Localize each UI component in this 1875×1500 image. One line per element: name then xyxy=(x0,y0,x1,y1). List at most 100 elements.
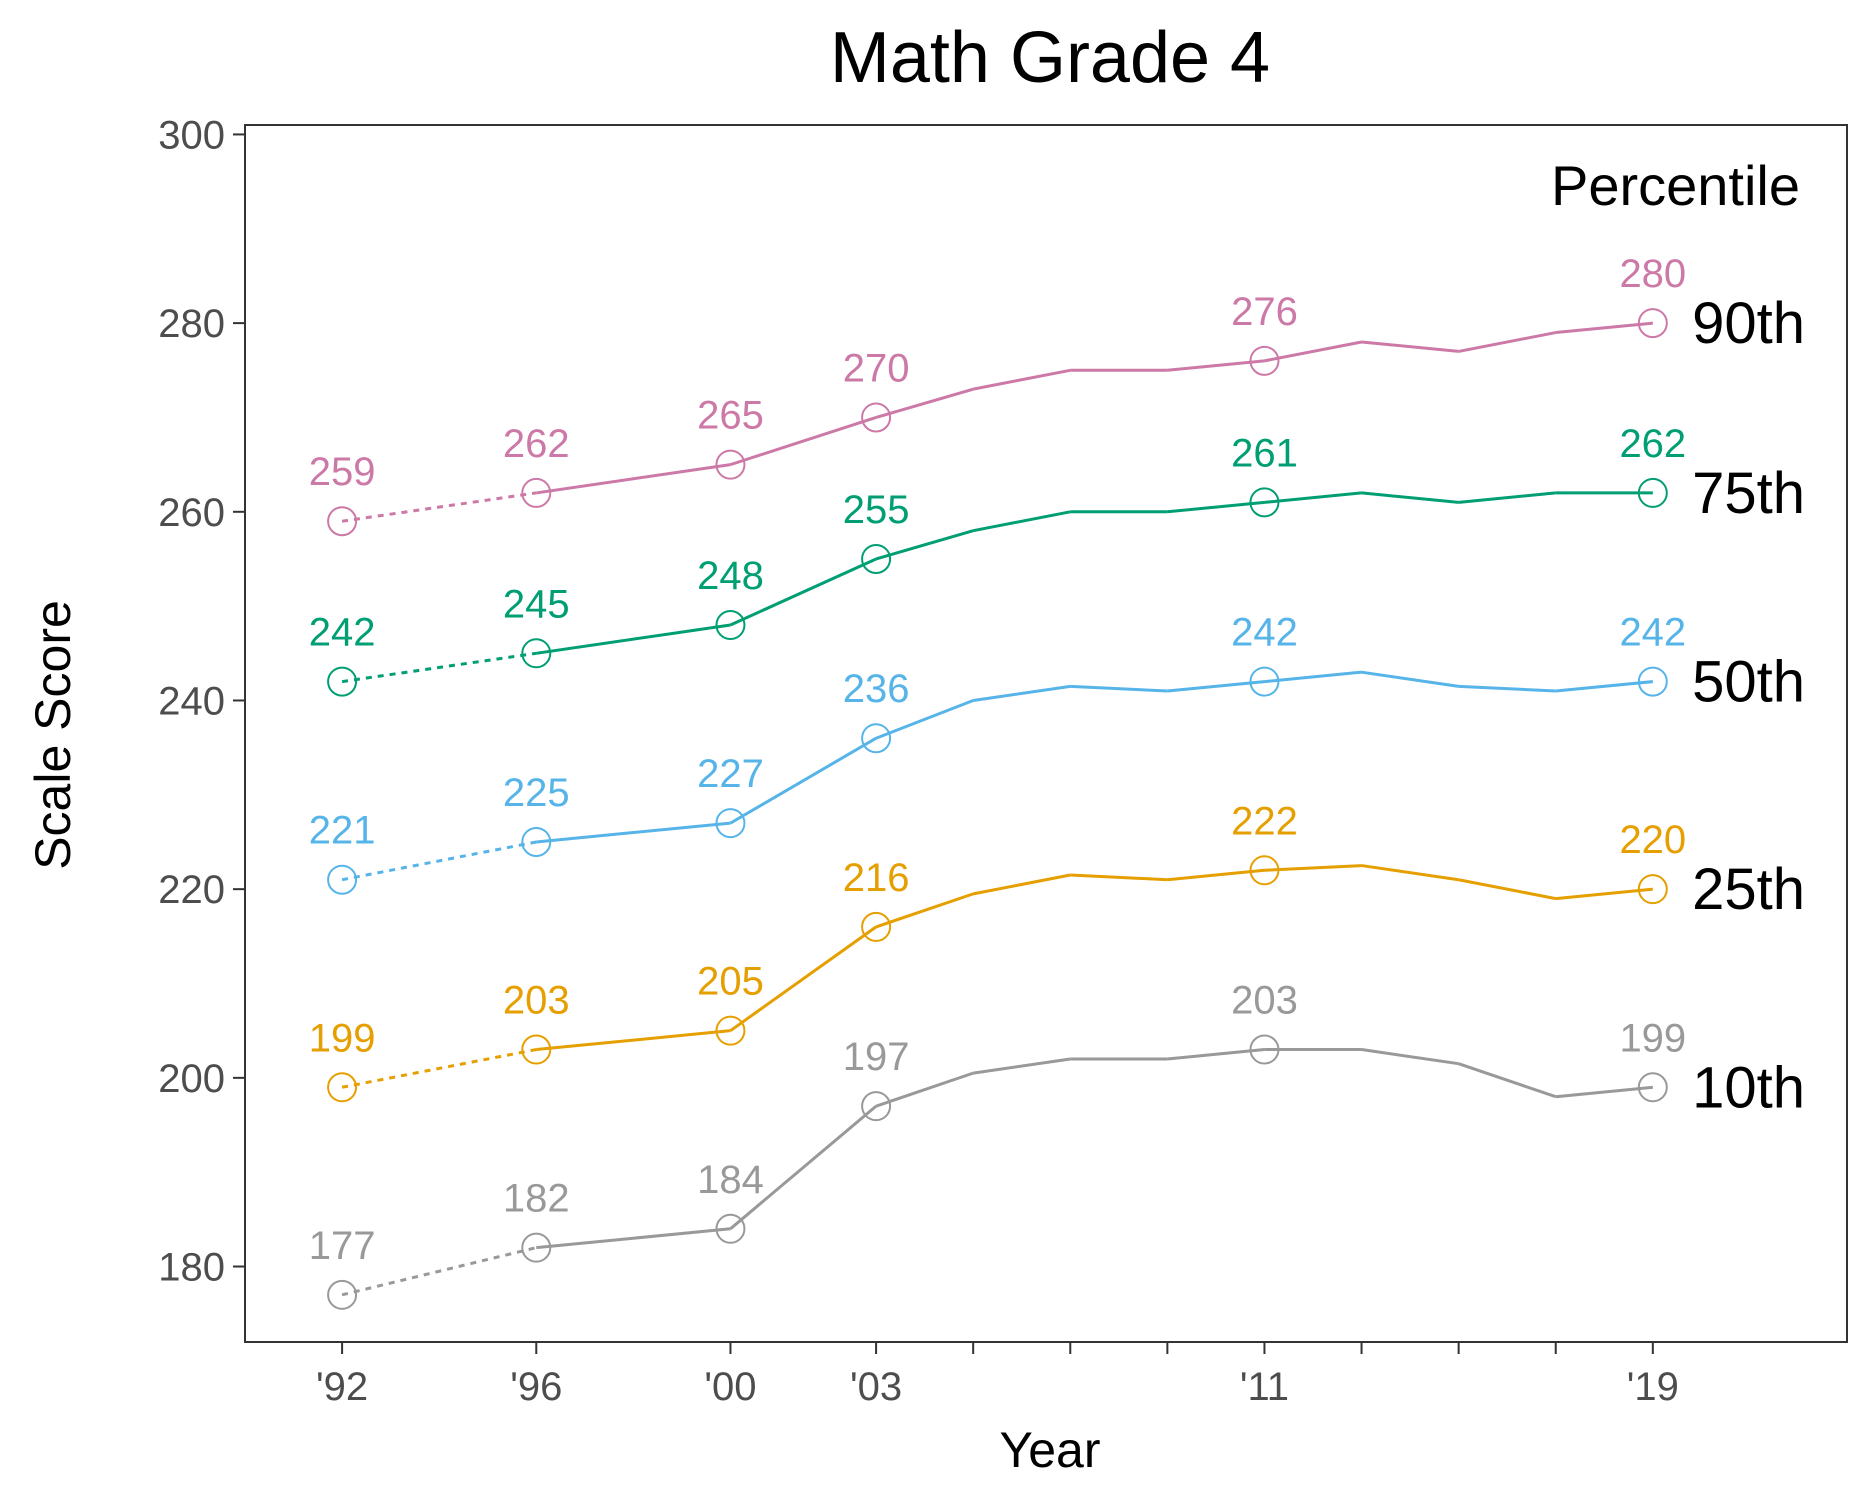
series-line-segment xyxy=(536,463,731,495)
data-point-marker xyxy=(1637,477,1668,508)
x-tick-label: '92 xyxy=(316,1365,368,1409)
data-point-marker xyxy=(715,1213,746,1244)
data-label: 182 xyxy=(503,1177,570,1221)
x-axis-label: Year xyxy=(999,1422,1100,1478)
series-line-segment xyxy=(341,840,537,882)
data-point-marker xyxy=(521,1232,552,1263)
series-line-segment xyxy=(1264,491,1362,504)
series-line-segment xyxy=(1264,670,1362,684)
data-point-marker xyxy=(861,1091,892,1122)
series-label: 90th xyxy=(1692,291,1805,356)
data-point-marker xyxy=(521,477,552,508)
data-point-marker xyxy=(715,449,746,480)
series-line-segment xyxy=(1361,340,1459,353)
data-label: 245 xyxy=(503,582,570,626)
series-line-segment xyxy=(1070,873,1168,882)
data-label: 199 xyxy=(309,1016,376,1060)
data-label: 262 xyxy=(503,422,570,466)
series-line-segment xyxy=(729,925,877,1032)
series-line-segment xyxy=(536,1227,731,1250)
series-line-segment xyxy=(1361,670,1459,688)
series-line-segment xyxy=(1167,868,1265,882)
series-line-segment xyxy=(1167,500,1265,514)
series-line-segment xyxy=(1167,359,1265,372)
y-tick-label: 180 xyxy=(158,1246,225,1290)
series-line-segment xyxy=(875,387,974,419)
data-label: 261 xyxy=(1231,431,1298,475)
series-line-segment xyxy=(1361,1048,1459,1066)
data-label: 216 xyxy=(843,856,910,900)
data-point-marker xyxy=(1249,345,1280,376)
series-line-segment xyxy=(729,1104,878,1230)
series-line-segment xyxy=(972,684,1071,702)
y-tick-label: 240 xyxy=(158,679,225,723)
series-line-segment xyxy=(1555,887,1653,901)
y-tick-label: 300 xyxy=(158,113,225,157)
series-line-segment xyxy=(1555,1085,1653,1099)
legend-title: Percentile xyxy=(1551,154,1800,217)
series-line-segment xyxy=(341,1048,537,1089)
series-label: 25th xyxy=(1692,857,1805,922)
data-label: 227 xyxy=(697,752,764,796)
data-label: 265 xyxy=(697,394,764,438)
data-point-marker xyxy=(521,1034,552,1065)
data-point-marker xyxy=(327,666,358,697)
data-label: 270 xyxy=(843,346,910,390)
series-line-segment xyxy=(875,892,974,929)
data-label: 197 xyxy=(843,1035,910,1079)
x-tick-label: '03 xyxy=(850,1365,902,1409)
series-line-segment xyxy=(341,491,537,523)
data-label: 242 xyxy=(1231,611,1298,655)
x-tick-label: '00 xyxy=(704,1365,756,1409)
data-point-marker xyxy=(327,864,358,895)
data-point-marker xyxy=(327,1072,358,1103)
data-label: 203 xyxy=(1231,979,1298,1023)
data-point-marker xyxy=(1637,308,1668,339)
data-point-marker xyxy=(1249,1034,1280,1065)
data-point-marker xyxy=(1637,874,1668,905)
data-point-marker xyxy=(327,506,358,537)
series-line-segment xyxy=(341,651,537,684)
series-label: 10th xyxy=(1692,1055,1805,1120)
data-label: 221 xyxy=(309,809,376,853)
data-label: 205 xyxy=(697,960,764,1004)
series-line-segment xyxy=(536,1029,731,1052)
data-point-marker xyxy=(715,610,746,641)
x-tick-label: '11 xyxy=(1240,1365,1289,1409)
data-label: 262 xyxy=(1619,422,1686,466)
series-label: 75th xyxy=(1692,461,1805,526)
x-axis: '92 '96 '00 '03 '11 '19 xyxy=(316,1342,1679,1409)
series-line-segment xyxy=(1264,340,1362,363)
series-line-segment xyxy=(875,529,974,561)
data-label: 242 xyxy=(1619,611,1686,655)
series-line-segment xyxy=(1458,684,1556,693)
x-tick-label: '19 xyxy=(1627,1365,1679,1409)
data-point-marker xyxy=(1637,1072,1668,1103)
data-point-marker xyxy=(327,1279,358,1310)
data-label: 280 xyxy=(1619,252,1686,296)
data-label: 177 xyxy=(309,1224,376,1268)
data-point-marker xyxy=(1249,855,1280,886)
series-line-segment xyxy=(972,510,1071,533)
data-point-marker xyxy=(861,402,892,433)
data-point-marker xyxy=(861,911,892,942)
data-point-marker xyxy=(861,543,892,574)
data-label: 222 xyxy=(1231,799,1298,843)
y-axis-label: Scale Score xyxy=(25,600,81,870)
series-line-segment xyxy=(1458,1062,1557,1099)
data-point-marker xyxy=(861,723,892,754)
series-line-segment xyxy=(1264,864,1362,872)
series-line-segment xyxy=(1167,1048,1265,1061)
data-point-marker xyxy=(715,1015,746,1046)
series-line-segment xyxy=(1555,680,1653,693)
data-label: 225 xyxy=(503,771,570,815)
series-line-segment xyxy=(972,873,1071,896)
series-line-segment xyxy=(729,736,877,825)
data-label: 259 xyxy=(309,450,376,494)
data-label: 255 xyxy=(843,488,910,532)
